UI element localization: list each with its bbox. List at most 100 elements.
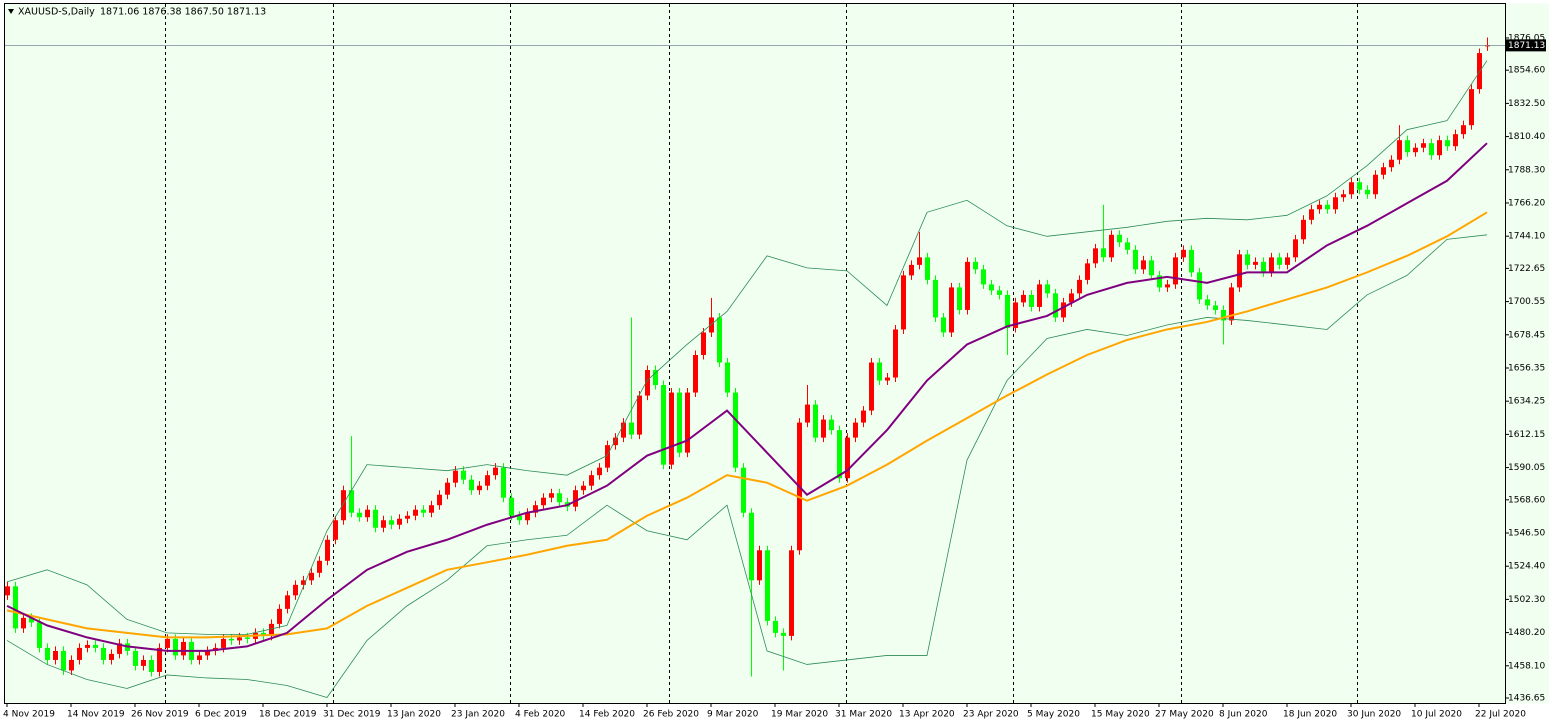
candle-body: [221, 638, 226, 648]
candle-body: [661, 385, 666, 465]
x-tick-label: 31 Mar 2020: [835, 710, 892, 720]
candle-body: [1421, 143, 1426, 148]
candle-body: [1445, 140, 1450, 147]
chart-title: XAUUSD-S,Daily: [18, 7, 95, 18]
candle-body: [941, 317, 946, 333]
candle-body: [709, 317, 714, 333]
candle-body: [1093, 248, 1098, 264]
candle-body: [1029, 294, 1034, 307]
candle-body: [949, 287, 954, 333]
candle-body: [109, 653, 114, 660]
candle-body: [1485, 45, 1490, 47]
candle-body: [5, 586, 10, 596]
candle-body: [365, 509, 370, 518]
x-tick-label: 10 Jul 2020: [1411, 710, 1462, 720]
candle-body: [277, 608, 282, 624]
candle-body: [1069, 293, 1074, 303]
candle-body: [1325, 204, 1330, 210]
last-price-label: 1871.13: [1508, 41, 1545, 51]
candle-body: [317, 560, 322, 573]
candle-body: [533, 505, 538, 513]
candle-body: [1317, 204, 1322, 210]
candle-body: [285, 595, 290, 609]
candle-body: [1013, 302, 1018, 328]
candle-body: [229, 638, 234, 641]
candle-body: [1037, 284, 1042, 307]
candle-body: [1341, 194, 1346, 198]
candle-body: [93, 644, 98, 648]
y-tick-label: 1436.65: [1508, 694, 1545, 704]
candle-body: [437, 494, 442, 506]
candle-body: [613, 437, 618, 446]
x-tick-label: 13 Jan 2020: [387, 710, 441, 720]
x-tick-label: 14 Feb 2020: [579, 710, 635, 720]
x-tick-label: 13 Apr 2020: [899, 710, 955, 720]
candle-body: [1221, 309, 1226, 321]
y-tick-label: 1546.50: [1508, 529, 1545, 539]
candle-body: [741, 467, 746, 513]
y-tick-label: 1634.25: [1508, 397, 1545, 407]
candle-body: [341, 490, 346, 521]
candle-body: [357, 512, 362, 518]
candle-body: [381, 520, 386, 528]
candle-body: [813, 404, 818, 438]
candle-body: [29, 617, 34, 623]
candle-body: [789, 550, 794, 636]
candle-body: [757, 550, 762, 581]
candle-body: [1061, 302, 1066, 318]
candle-body: [693, 355, 698, 393]
candle-body: [1405, 140, 1410, 153]
candle-body: [1437, 140, 1442, 156]
y-tick-label: 1678.45: [1508, 330, 1545, 340]
candle-body: [173, 638, 178, 656]
candle-body: [85, 644, 90, 648]
indicator-line: [6, 60, 1488, 635]
x-tick-label: 23 Apr 2020: [963, 710, 1019, 720]
candle-body: [933, 279, 938, 318]
x-tick-label: 4 Feb 2020: [515, 710, 566, 720]
candle-body: [13, 586, 18, 629]
candle-body: [829, 419, 834, 431]
candle-body: [845, 437, 850, 479]
candle-body: [301, 580, 306, 585]
candle-body: [469, 479, 474, 491]
candle-body: [333, 520, 338, 540]
candle-body: [349, 490, 354, 513]
candle-body: [653, 370, 658, 386]
candle-body: [805, 404, 810, 423]
candle-body: [421, 509, 426, 513]
candle-body: [989, 284, 994, 291]
candle-body: [181, 641, 186, 656]
candle-body: [1413, 147, 1418, 153]
candle-body: [1397, 140, 1402, 160]
menu-arrow[interactable]: [8, 9, 14, 14]
y-tick-label: 1590.05: [1508, 463, 1545, 473]
candle-body: [133, 650, 138, 666]
candle-body: [53, 650, 58, 660]
indicator-line: [6, 211, 1488, 639]
x-tick-label: 19 Mar 2020: [771, 710, 828, 720]
candle-body: [717, 317, 722, 363]
candle-body: [1117, 234, 1122, 243]
candle-body: [461, 470, 466, 480]
candle-body: [973, 261, 978, 270]
candle-body: [925, 257, 930, 280]
candle-body: [1301, 219, 1306, 240]
y-tick-label: 1656.35: [1508, 363, 1545, 373]
candle-body: [909, 264, 914, 276]
candle-body: [965, 261, 970, 310]
x-tick-label: 18 Dec 2019: [259, 710, 317, 720]
candle-body: [877, 362, 882, 381]
candle-body: [77, 647, 82, 660]
price-axis-area: [1506, 3, 1549, 704]
candle-body: [853, 422, 858, 438]
y-tick-label: 1766.20: [1508, 198, 1545, 208]
candle-body: [1269, 257, 1274, 273]
candle-body: [1077, 279, 1082, 294]
candle-body: [525, 512, 530, 521]
candle-body: [597, 467, 602, 476]
candle-body: [45, 647, 50, 660]
indicator-line: [6, 234, 1488, 698]
x-tick-label: 4 Nov 2019: [3, 710, 55, 720]
